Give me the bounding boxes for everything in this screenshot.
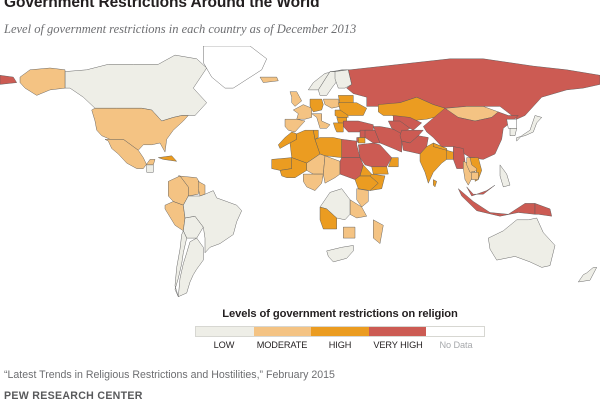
map-svg	[0, 46, 600, 304]
legend-swatch-bar	[195, 326, 485, 337]
legend-labels: LOW MODERATE HIGH VERY HIGH No Data	[195, 340, 485, 350]
map-country-somalia	[370, 174, 385, 191]
legend-swatch-low	[196, 327, 254, 336]
map-country-madagascar	[373, 220, 383, 244]
map-country-argentina	[178, 238, 203, 297]
map-country-poland	[323, 99, 340, 108]
map-country-alaska	[20, 68, 65, 95]
map-country-france	[293, 105, 311, 120]
legend-swatch-high	[311, 327, 369, 336]
map-country-bangladesh	[447, 150, 454, 159]
map-country-united-kingdom	[290, 92, 302, 107]
map-country-united-states	[92, 108, 189, 152]
map-country-philippines	[500, 165, 510, 187]
map-country-iraq	[365, 130, 380, 143]
map-country-venezuela	[178, 176, 200, 196]
map-country-south-africa	[327, 245, 354, 262]
map-country-greenland	[203, 46, 266, 88]
map-country-cuba	[158, 156, 176, 162]
map-country-japan	[517, 116, 542, 142]
map-country-cambodia	[472, 172, 479, 179]
map-country-yemen	[372, 167, 389, 174]
page-subtitle: Level of government restrictions in each…	[4, 22, 357, 36]
legend-swatch-very-high	[368, 327, 427, 336]
legend-label-moderate: MODERATE	[256, 340, 308, 350]
map-country-iceland	[260, 77, 278, 83]
map-country-mauritania	[272, 158, 292, 171]
map-country-vietnam	[470, 158, 482, 182]
map-country-guatemala	[147, 165, 154, 172]
map-country-ukraine	[338, 103, 366, 116]
map-legend: Levels of government restrictions on rel…	[195, 308, 485, 350]
map-country-new-zealand	[578, 267, 596, 282]
map-country-papua-new-guinea	[535, 203, 552, 216]
map-country-chile	[175, 231, 187, 297]
map-country-mexico	[105, 139, 155, 168]
source-note: “Latest Trends in Religious Restrictions…	[4, 369, 335, 381]
legend-label-very-high: VERY HIGH	[373, 340, 423, 350]
map-country-sweden	[318, 72, 340, 96]
map-country-sri-lanka	[433, 180, 436, 187]
legend-title: Levels of government restrictions on rel…	[222, 308, 458, 320]
map-country-malaysia	[467, 185, 495, 196]
map-country-oman	[388, 158, 398, 167]
map-country-north-korea	[507, 119, 517, 128]
map-country-jordan	[358, 138, 365, 144]
map-country-china	[423, 108, 518, 159]
world-choropleth-map	[0, 46, 600, 304]
map-country-kenya	[357, 189, 369, 207]
map-country-italy	[312, 114, 330, 129]
legend-swatch-moderate	[253, 327, 312, 336]
map-country-tunisia	[313, 130, 318, 139]
map-country-spain	[285, 119, 305, 132]
legend-swatch-no-data	[426, 327, 484, 336]
legend-label-low: LOW	[213, 340, 235, 350]
map-country-egypt	[342, 139, 360, 157]
map-country-russia-chukotka	[0, 75, 17, 84]
legend-label-no-data: No Data	[439, 340, 473, 350]
map-country-zimbabwe	[343, 227, 355, 238]
map-country-australia	[488, 218, 555, 267]
legend-label-high: HIGH	[328, 340, 352, 350]
brand-footer: PEW RESEARCH CENTER	[4, 390, 143, 400]
map-country-brazil	[183, 191, 241, 253]
page-title: Government Restrictions Around the World	[4, 0, 320, 11]
map-country-south-korea	[510, 128, 517, 135]
map-country-germany	[310, 99, 323, 112]
map-country-nigeria	[303, 174, 323, 191]
map-country-angola	[320, 207, 337, 229]
